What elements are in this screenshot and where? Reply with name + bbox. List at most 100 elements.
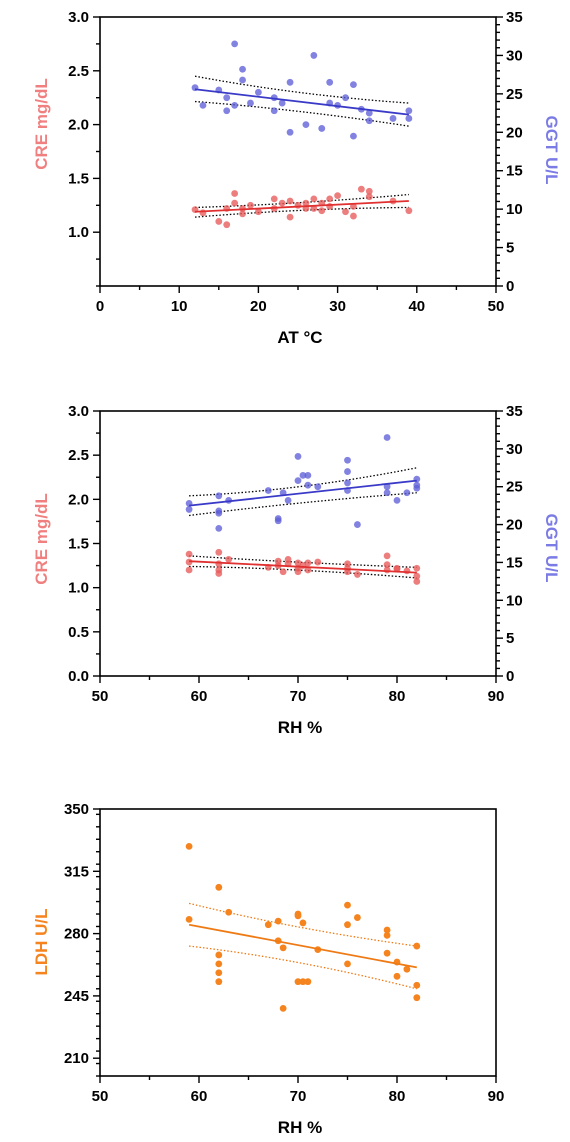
ldh-point bbox=[413, 994, 421, 1002]
ldh-point bbox=[413, 981, 421, 989]
ggt-point bbox=[215, 509, 223, 517]
plot-frame bbox=[99, 808, 497, 1077]
ggt-point bbox=[354, 521, 361, 528]
x-axis-title: RH % bbox=[278, 718, 322, 737]
ldh-point bbox=[215, 960, 223, 968]
ggt-point bbox=[215, 492, 223, 500]
x-tick-label: 50 bbox=[92, 688, 109, 705]
y2-tick-label: 0 bbox=[506, 278, 514, 295]
y-tick-label: 1.0 bbox=[68, 224, 89, 241]
ggt-point bbox=[247, 99, 254, 107]
ggt-ci-lower bbox=[194, 100, 409, 127]
y-tick-label: 350 bbox=[64, 801, 89, 818]
ggt-point bbox=[383, 483, 391, 491]
y-tick-label: 3.0 bbox=[68, 403, 89, 420]
cre-point bbox=[357, 185, 365, 193]
x-tick-label: 30 bbox=[329, 298, 346, 315]
cre-point bbox=[304, 566, 312, 574]
y2-tick-label: 25 bbox=[506, 479, 523, 496]
ggt-point bbox=[223, 94, 231, 102]
x-axis-title: RH % bbox=[278, 1118, 322, 1137]
ggt-point bbox=[342, 94, 349, 102]
y2-tick-label: 15 bbox=[506, 163, 523, 180]
y2-tick-label: 30 bbox=[506, 441, 523, 458]
cre-point bbox=[185, 550, 193, 558]
ldh-point bbox=[294, 978, 302, 986]
y-axis-title-left: CRE mg/dL bbox=[32, 493, 51, 585]
cre-point bbox=[294, 568, 302, 576]
ggt-ci-upper bbox=[189, 467, 417, 497]
x-tick-label: 60 bbox=[191, 1088, 208, 1105]
y-tick-label: 2.5 bbox=[68, 63, 89, 80]
cre-point bbox=[383, 552, 391, 560]
ggt-point bbox=[294, 477, 302, 485]
cre-fit-line bbox=[189, 560, 417, 574]
y2-tick-label: 30 bbox=[506, 47, 523, 64]
ggt-point bbox=[304, 481, 312, 489]
cre-point bbox=[215, 560, 223, 568]
cre-point bbox=[314, 558, 322, 566]
ggt-point bbox=[284, 496, 292, 504]
ldh-point bbox=[294, 912, 302, 920]
panel-cre-ggt-vs-at: AT °C CRE mg/dL GGT U/L 0 10 20 30 40 501.01.… bbox=[32, 9, 561, 347]
ggt-point bbox=[393, 496, 401, 504]
ggt-point bbox=[365, 109, 373, 117]
ldh-point bbox=[279, 944, 287, 952]
ggt-point bbox=[350, 132, 357, 140]
cre-point bbox=[302, 199, 310, 207]
cre-point bbox=[255, 208, 262, 216]
y-axis-title-left: LDH U/L bbox=[32, 908, 51, 975]
ggt-point bbox=[264, 487, 272, 494]
ggt-point bbox=[350, 81, 357, 89]
ldh-point bbox=[274, 917, 282, 925]
cre-point bbox=[231, 199, 239, 207]
x-tick-label: 20 bbox=[250, 298, 267, 315]
x-tick-label: 80 bbox=[389, 1088, 406, 1105]
ggt-ci-lower bbox=[189, 492, 417, 517]
y2-tick-label: 25 bbox=[506, 86, 523, 103]
ggt-point bbox=[294, 453, 302, 460]
y-tick-label: 1.5 bbox=[68, 170, 89, 187]
ldh-point bbox=[344, 921, 351, 929]
cre-point bbox=[225, 556, 233, 563]
y2-tick-label: 20 bbox=[506, 517, 523, 534]
ggt-point bbox=[286, 78, 294, 86]
x-tick-label: 80 bbox=[389, 688, 406, 705]
ggt-point bbox=[278, 99, 286, 107]
ggt-point bbox=[318, 125, 326, 132]
ggt-point bbox=[199, 101, 207, 109]
ggt-point bbox=[304, 471, 312, 479]
ldh-point bbox=[215, 951, 223, 959]
ldh-point bbox=[215, 883, 223, 891]
y-tick-label: 0.0 bbox=[68, 668, 89, 685]
y2-tick-label: 35 bbox=[506, 403, 523, 420]
cre-point bbox=[350, 212, 357, 220]
y-tick-label: 0.5 bbox=[68, 624, 89, 641]
ldh-point bbox=[299, 978, 307, 986]
ldh-point bbox=[354, 914, 361, 921]
y-tick-label: 3.0 bbox=[68, 9, 89, 26]
cre-point bbox=[279, 568, 287, 576]
cre-point bbox=[365, 187, 373, 195]
ggt-fit-line bbox=[189, 479, 417, 507]
y2-tick-label: 5 bbox=[506, 630, 514, 647]
ggt-point bbox=[383, 434, 391, 441]
ggt-point bbox=[223, 107, 231, 115]
ggt-point bbox=[405, 107, 413, 115]
y-tick-label: 315 bbox=[64, 863, 89, 880]
cre-point bbox=[342, 208, 349, 216]
ldh-point bbox=[344, 901, 351, 909]
cre-point bbox=[215, 218, 223, 225]
y-tick-label: 245 bbox=[64, 988, 89, 1005]
ggt-point bbox=[255, 88, 262, 96]
ldh-point bbox=[215, 978, 223, 986]
y2-tick-label: 10 bbox=[506, 201, 523, 218]
ldh-point bbox=[185, 915, 193, 923]
ggt-point bbox=[344, 456, 351, 464]
cre-point bbox=[354, 571, 361, 578]
y-tick-label: 2.5 bbox=[68, 447, 89, 464]
cre-point bbox=[318, 207, 326, 215]
cre-point bbox=[270, 195, 278, 203]
x-tick-label: 70 bbox=[290, 1088, 307, 1105]
